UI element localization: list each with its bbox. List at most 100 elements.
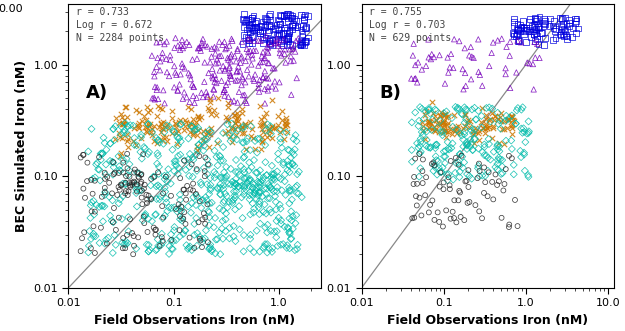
Point (439, 111, 449, 116)
Point (185, 120, 195, 125)
Point (231, 70, 241, 75)
Point (217, 218, 227, 224)
Point (136, 132, 146, 137)
Point (301, 24, 311, 30)
Point (439, 187, 449, 192)
Point (161, 134, 171, 139)
Point (258, 209, 268, 214)
Point (454, 174, 464, 180)
Point (471, 203, 481, 208)
Point (89, 224, 99, 229)
Point (146, 129, 156, 134)
Point (524, 61, 534, 66)
Point (187, 247, 197, 253)
Point (122, 240, 132, 246)
Point (494, 144, 504, 149)
Point (152, 247, 162, 252)
Point (528, 29, 538, 34)
Point (255, 122, 265, 128)
Point (258, 194, 268, 199)
Point (171, 125, 181, 130)
Point (519, 126, 529, 131)
Point (430, 128, 440, 134)
Point (285, 231, 295, 237)
Point (215, 252, 225, 257)
Point (258, 75, 268, 80)
Point (229, 54, 239, 59)
Point (256, 179, 266, 185)
Point (468, 131, 478, 137)
Point (111, 227, 121, 233)
Point (158, 137, 168, 142)
Point (228, 200, 238, 206)
Point (162, 122, 172, 128)
Point (248, 76, 258, 82)
Point (459, 120, 469, 125)
Point (267, 97, 277, 102)
Point (156, 121, 166, 126)
Point (109, 206, 119, 211)
Point (462, 107, 472, 113)
Point (521, 25, 531, 31)
Point (529, 23, 539, 28)
Point (261, 110, 271, 116)
Point (162, 173, 172, 178)
Point (528, 61, 538, 67)
Point (497, 36, 507, 41)
Point (482, 125, 492, 130)
Point (258, 178, 268, 183)
Point (252, 228, 262, 233)
Point (234, 204, 244, 209)
Point (263, 45, 273, 50)
Point (275, 47, 285, 52)
Point (489, 113, 499, 118)
Point (564, 24, 574, 29)
Point (136, 171, 146, 177)
Point (429, 160, 439, 165)
Point (267, 249, 277, 255)
Point (108, 219, 118, 225)
Point (464, 53, 474, 58)
Point (221, 82, 231, 87)
Point (279, 13, 289, 19)
Point (213, 186, 222, 191)
Point (474, 209, 484, 214)
Point (438, 124, 448, 129)
Point (447, 116, 457, 121)
Point (285, 42, 295, 47)
Point (204, 144, 214, 150)
Point (159, 130, 169, 135)
Point (267, 84, 277, 89)
Point (189, 84, 199, 90)
Point (284, 29, 294, 34)
Point (296, 12, 306, 18)
Point (288, 161, 298, 166)
Point (270, 79, 280, 84)
Point (200, 173, 210, 179)
Point (172, 142, 182, 147)
Point (256, 30, 266, 35)
Point (516, 155, 526, 160)
Point (98, 151, 107, 156)
Point (136, 149, 146, 155)
Point (131, 143, 141, 148)
Point (272, 32, 282, 37)
Point (494, 155, 504, 160)
Point (122, 131, 132, 137)
Point (505, 39, 515, 44)
Point (246, 165, 256, 170)
Point (484, 136, 494, 142)
Point (251, 170, 261, 175)
Point (121, 239, 131, 244)
Point (199, 60, 209, 65)
Point (229, 98, 239, 103)
Point (528, 23, 538, 28)
Point (157, 125, 167, 130)
Point (443, 129, 453, 135)
Point (496, 110, 506, 115)
Point (169, 228, 179, 233)
Point (232, 48, 242, 53)
Point (271, 235, 281, 240)
Point (416, 149, 426, 155)
Point (212, 57, 222, 62)
